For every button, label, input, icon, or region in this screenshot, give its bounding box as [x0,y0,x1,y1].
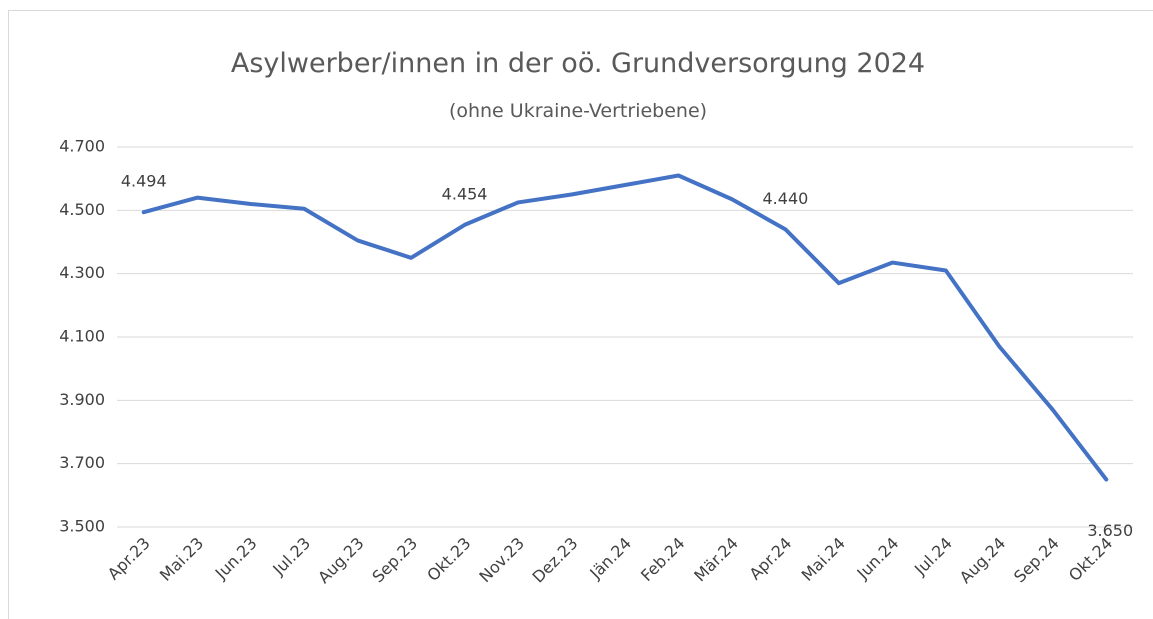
data-label: 3.650 [1087,521,1133,540]
x-tick-label: Mai.24 [798,534,849,585]
x-tick-label: Jul.23 [268,534,314,580]
x-tick-label: Aug.24 [956,534,1010,588]
y-tick-label: 4.100 [59,327,105,346]
x-tick-label: Aug.23 [314,534,368,588]
y-tick-label: 4.300 [59,263,105,282]
data-label: 4.440 [763,189,809,208]
chart-title-note: (ohne Ukraine-Vertriebene) [448,100,708,122]
x-tick-label: Okt.23 [423,534,474,585]
x-tick-label: Jul.24 [910,534,956,580]
chart-title: Asylwerber/innen in der oö. Grundversorg… [230,48,926,79]
x-tick-label: Jun.23 [211,534,261,584]
x-tick-label: Sep.24 [1010,534,1063,587]
x-tick-label: Mär.24 [690,534,742,586]
x-tick-label: Nov.23 [475,534,528,587]
x-tick-label: Jun.24 [853,534,903,584]
x-tick-label: Apr.23 [104,534,154,584]
y-tick-label: 4.700 [59,137,105,156]
x-tick-label: Sep.23 [368,534,421,587]
x-tick-label: Jän.24 [585,534,635,584]
y-tick-label: 3.900 [59,390,105,409]
chart-title-block: Asylwerber/innen in der oö. Grundversorg… [208,42,948,134]
x-tick-label: Feb.24 [637,534,688,585]
line-series [141,173,1109,482]
x-tick-label: Mai.23 [156,534,207,585]
chart-frame [8,10,1153,619]
y-tick-label: 4.500 [59,200,105,219]
x-tick-label: Apr.24 [745,534,795,584]
x-tick-label: Dez.23 [528,534,581,587]
y-tick-label: 3.500 [59,517,105,536]
x-tick-label: Okt.24 [1065,534,1116,585]
data-label: 4.454 [442,184,488,203]
data-label: 4.494 [121,172,167,191]
y-tick-label: 3.700 [59,453,105,472]
